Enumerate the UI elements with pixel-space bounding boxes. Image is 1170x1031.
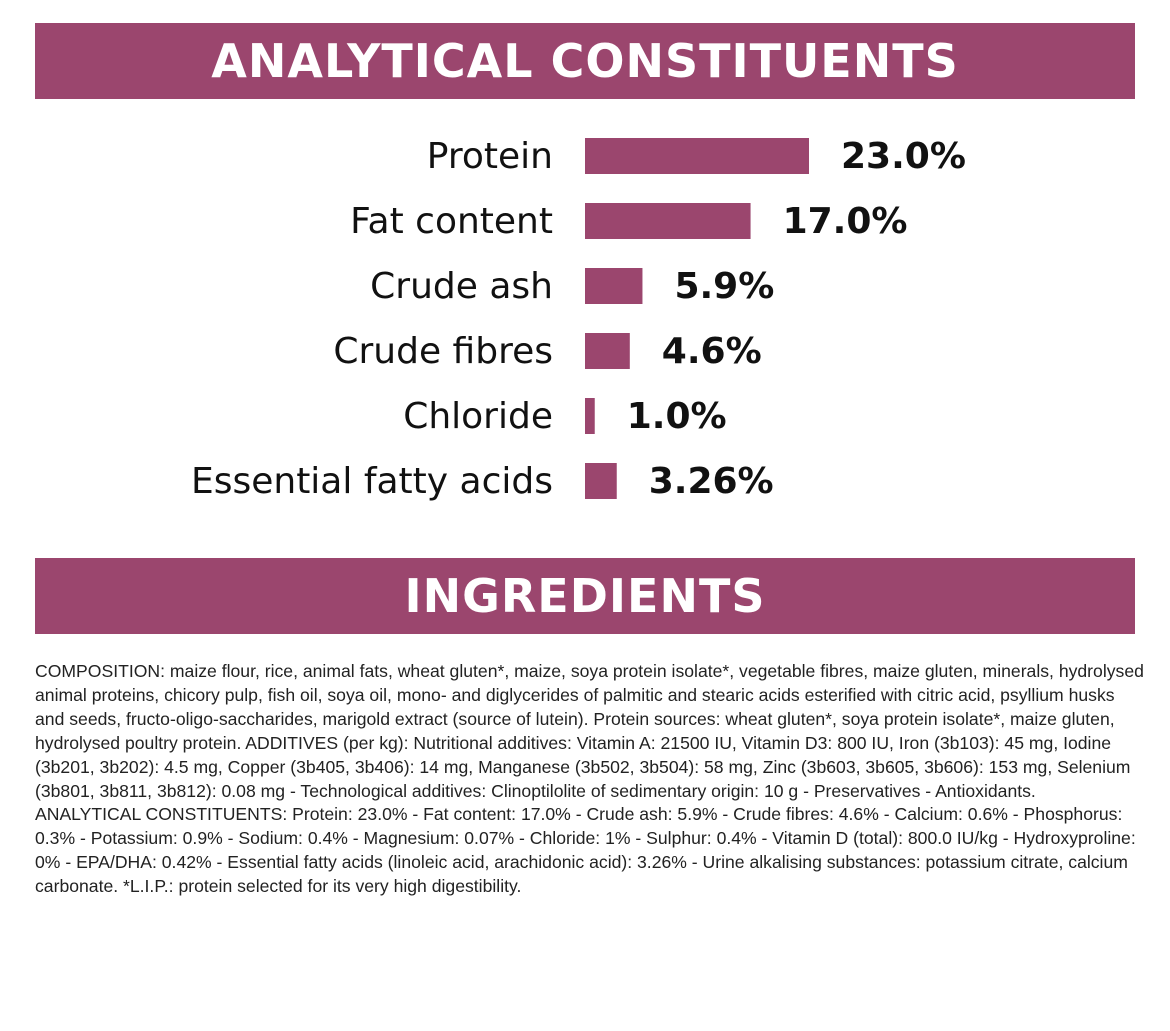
ingredients-title: INGREDIENTS xyxy=(404,569,766,623)
analytical-constituents-title: ANALYTICAL CONSTITUENTS xyxy=(211,34,959,88)
category-label: Protein xyxy=(427,136,553,177)
value-label: 4.6% xyxy=(662,331,762,372)
bar xyxy=(585,398,595,434)
category-label: Essential fatty acids xyxy=(191,461,553,502)
category-label: Chloride xyxy=(403,396,553,437)
bar xyxy=(585,138,809,174)
bar xyxy=(585,463,617,499)
category-label: Fat content xyxy=(350,201,553,242)
value-label: 5.9% xyxy=(674,266,774,307)
constituents-bar-chart: Protein 23.0% Fat content 17.0% Crude ash 5.9… xyxy=(191,136,966,502)
value-label: 3.26% xyxy=(649,461,774,502)
bar xyxy=(585,203,751,239)
value-label: 23.0% xyxy=(841,136,966,177)
value-label: 17.0% xyxy=(783,201,908,242)
category-label: Crude fibres xyxy=(333,331,553,372)
ingredients-banner: INGREDIENTS xyxy=(35,558,1135,634)
analytical-constituents-banner: ANALYTICAL CONSTITUENTS xyxy=(35,23,1135,99)
bar xyxy=(585,268,643,304)
composition-text: COMPOSITION: maize flour, rice, animal f… xyxy=(35,661,1144,897)
bar xyxy=(585,333,630,369)
value-label: 1.0% xyxy=(627,396,727,437)
category-label: Crude ash xyxy=(370,266,553,307)
